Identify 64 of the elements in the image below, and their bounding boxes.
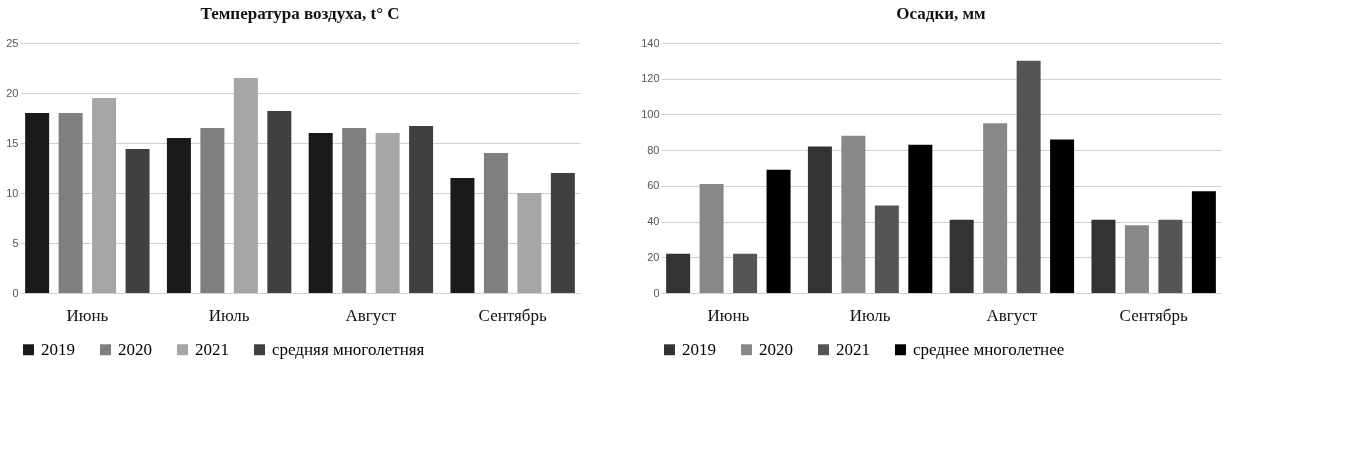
bar	[450, 178, 475, 293]
y-tick-label: 10	[6, 186, 19, 199]
x-tick-label: Август	[345, 305, 397, 325]
legend-label: 2019	[41, 339, 75, 359]
bar	[342, 128, 367, 293]
bar	[267, 111, 292, 293]
bar	[874, 205, 899, 293]
legend-label: 2021	[836, 339, 870, 359]
bar	[699, 184, 724, 293]
bar	[550, 173, 575, 293]
y-tick-label: 15	[6, 136, 19, 149]
bar	[92, 98, 117, 293]
bar	[483, 153, 508, 293]
legend-label: 2020	[118, 339, 152, 359]
bar	[166, 138, 191, 293]
y-tick-label: 100	[641, 107, 660, 120]
bar	[233, 78, 258, 293]
bar	[908, 144, 933, 293]
legend-label: средняя многолетняя	[272, 339, 425, 359]
y-tick-label: 25	[6, 36, 19, 49]
y-tick-label: 60	[647, 179, 660, 192]
y-tick-label: 20	[6, 86, 19, 99]
y-tick-label: 0	[653, 286, 660, 299]
bar	[1016, 60, 1041, 293]
bar	[1124, 225, 1149, 293]
bar	[1158, 219, 1183, 293]
bar	[807, 146, 832, 293]
y-tick-label: 40	[647, 215, 660, 228]
bar	[666, 253, 691, 293]
x-tick-label: Июль	[849, 305, 891, 325]
bar	[1050, 139, 1075, 293]
bar	[409, 126, 434, 293]
x-tick-label: Июнь	[66, 305, 109, 325]
y-tick-label: 140	[641, 36, 660, 49]
x-tick-label: Июль	[208, 305, 250, 325]
bar	[517, 193, 542, 293]
bar	[1191, 191, 1216, 293]
legend-label: 2020	[759, 339, 793, 359]
chart-title: Осадки, мм	[896, 4, 987, 23]
x-tick-label: Сентябрь	[1119, 305, 1188, 325]
y-tick-label: 120	[641, 72, 660, 85]
bar	[375, 133, 400, 293]
bar	[25, 113, 50, 293]
bar	[125, 149, 150, 293]
y-tick-label: 0	[12, 286, 19, 299]
y-tick-label: 80	[647, 143, 660, 156]
x-tick-label: Июнь	[707, 305, 750, 325]
legend-label: 2021	[195, 339, 229, 359]
y-tick-label: 20	[647, 250, 660, 263]
bar	[1091, 219, 1116, 293]
bar	[733, 253, 758, 293]
bar	[58, 113, 83, 293]
bar	[841, 135, 866, 293]
y-tick-label: 5	[12, 236, 19, 249]
legend-label: среднее многолетнее	[913, 339, 1065, 359]
bar	[308, 133, 333, 293]
bar	[200, 128, 225, 293]
legend-label: 2019	[682, 339, 716, 359]
chart-title: Температура воздуха, t° C	[200, 4, 400, 23]
x-tick-label: Август	[986, 305, 1038, 325]
bar	[983, 123, 1008, 293]
x-tick-label: Сентябрь	[478, 305, 547, 325]
bar	[949, 219, 974, 293]
bar	[766, 169, 791, 293]
